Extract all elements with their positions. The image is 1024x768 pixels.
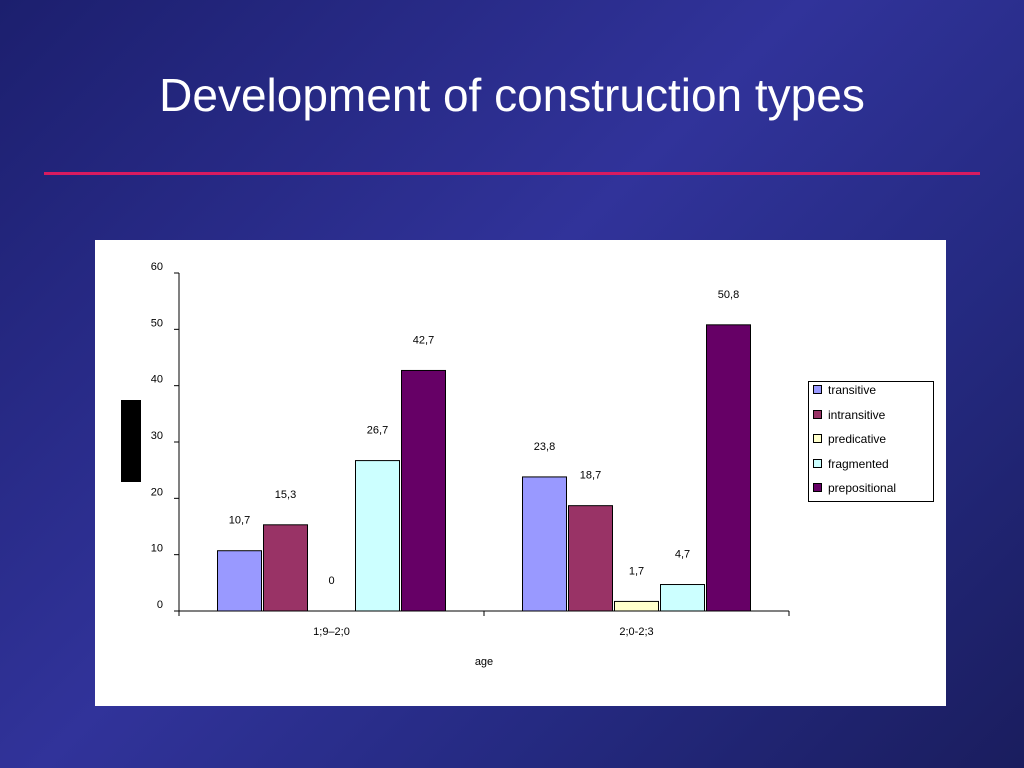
legend-item-fragmented: fragmented — [813, 456, 889, 472]
legend-swatch — [813, 458, 822, 468]
bar-predicative — [614, 600, 659, 612]
data-label: 23,8 — [534, 441, 555, 453]
legend-label: prepositional — [828, 480, 897, 495]
y-tick-label: 20 — [151, 486, 163, 498]
slide-title: Development of construction types — [159, 69, 865, 121]
data-label: 0 — [328, 575, 334, 587]
data-label: 15,3 — [275, 489, 296, 501]
legend-item-predicative: predicative — [813, 431, 886, 447]
legend-label: predicative — [828, 431, 887, 446]
legend-swatch — [813, 409, 822, 419]
legend-swatch — [813, 385, 822, 395]
y-tick-label: 40 — [151, 374, 163, 386]
chart-panel: 0 10 20 30 40 50 60 10,7 15,3 0 26,7 42,7 1;9–2;0 23,… — [95, 240, 946, 706]
x-axis-label: age — [475, 656, 493, 668]
bar-prepositional — [706, 324, 751, 612]
bar-transitive — [217, 550, 262, 612]
data-label: 18,7 — [580, 470, 601, 482]
data-label: 4,7 — [675, 549, 690, 561]
data-label: 10,7 — [229, 515, 250, 527]
y-tick-label: 60 — [151, 261, 163, 273]
legend-item-transitive: transitive — [813, 382, 876, 398]
bar-intransitive — [568, 505, 613, 612]
y-tick-label: 10 — [151, 543, 163, 555]
chart-legend: transitive intransitive predicative fragmen… — [808, 381, 934, 502]
legend-item-intransitive: intransitive — [813, 407, 885, 423]
title-divider — [44, 172, 980, 175]
bar-transitive — [522, 476, 567, 612]
legend-swatch — [813, 483, 822, 493]
legend-label: intransitive — [828, 407, 886, 422]
x-tick-label: 2;0-2;3 — [619, 626, 653, 638]
bar-chart: 0 10 20 30 40 50 60 10,7 15,3 0 26,7 42,7 1;9–2;0 23,… — [151, 261, 790, 668]
data-label: 42,7 — [413, 334, 434, 346]
y-tick-label: 50 — [151, 317, 163, 329]
legend-label: transitive — [828, 382, 877, 397]
bar-fragmented — [660, 584, 705, 612]
data-label: 1,7 — [629, 565, 644, 577]
legend-label: fragmented — [828, 456, 889, 471]
legend-swatch — [813, 434, 822, 444]
data-label: 26,7 — [367, 425, 388, 437]
x-tick-label: 1;9–2;0 — [313, 626, 350, 638]
y-tick-label: 30 — [151, 430, 163, 442]
bar-intransitive — [263, 524, 308, 612]
data-label: 50,8 — [718, 289, 739, 301]
bar-prepositional — [401, 369, 446, 612]
legend-item-prepositional: prepositional — [813, 480, 896, 496]
y-axis-label-redacted — [121, 400, 141, 482]
y-tick-label: 0 — [157, 599, 163, 611]
bar-fragmented — [355, 460, 400, 612]
